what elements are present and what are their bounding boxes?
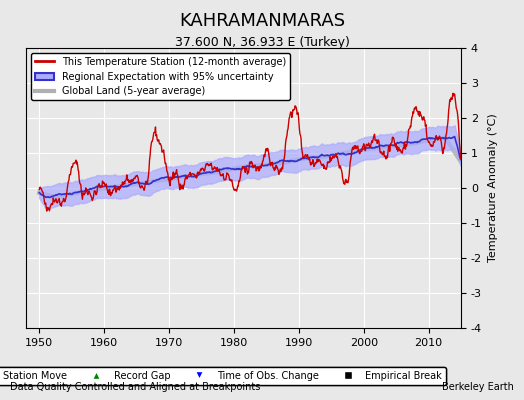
Text: Data Quality Controlled and Aligned at Breakpoints: Data Quality Controlled and Aligned at B… <box>10 382 261 392</box>
Text: KAHRAMANMARAS: KAHRAMANMARAS <box>179 12 345 30</box>
Text: Berkeley Earth: Berkeley Earth <box>442 382 514 392</box>
Text: 37.600 N, 36.933 E (Turkey): 37.600 N, 36.933 E (Turkey) <box>174 36 350 49</box>
Y-axis label: Temperature Anomaly (°C): Temperature Anomaly (°C) <box>487 114 497 262</box>
Legend: Station Move, Record Gap, Time of Obs. Change, Empirical Break: Station Move, Record Gap, Time of Obs. C… <box>0 367 446 385</box>
